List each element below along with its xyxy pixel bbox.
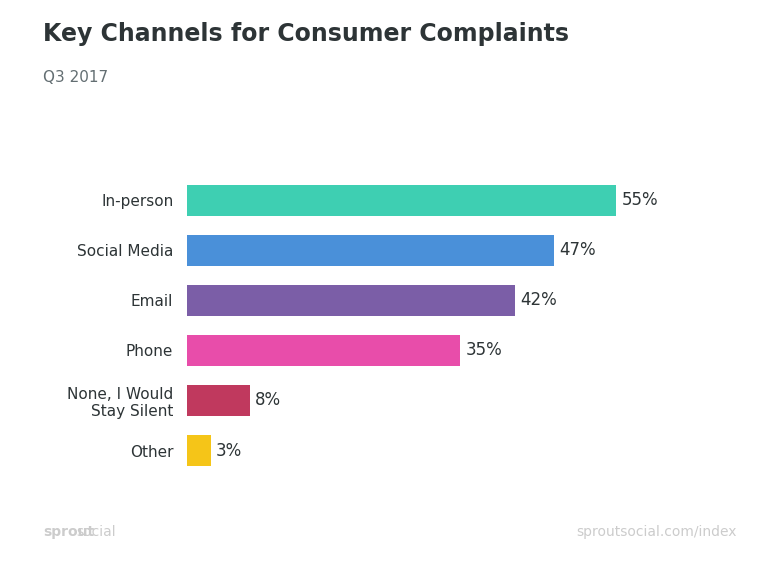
Text: Key Channels for Consumer Complaints: Key Channels for Consumer Complaints <box>43 22 569 47</box>
Text: Q3 2017: Q3 2017 <box>43 70 108 85</box>
Text: 35%: 35% <box>466 342 502 360</box>
Text: social: social <box>76 525 116 539</box>
Text: sprout: sprout <box>43 525 94 539</box>
Bar <box>187 435 211 466</box>
Bar <box>187 285 515 316</box>
Text: 8%: 8% <box>255 392 281 410</box>
Bar <box>187 185 616 216</box>
Text: sproutsocial.com/index: sproutsocial.com/index <box>576 525 737 539</box>
Text: 55%: 55% <box>622 191 658 209</box>
Text: 47%: 47% <box>559 241 596 259</box>
Bar <box>187 385 250 416</box>
Bar <box>187 234 554 266</box>
Text: 42%: 42% <box>520 291 557 309</box>
Text: 3%: 3% <box>216 442 243 459</box>
Bar <box>187 335 460 366</box>
